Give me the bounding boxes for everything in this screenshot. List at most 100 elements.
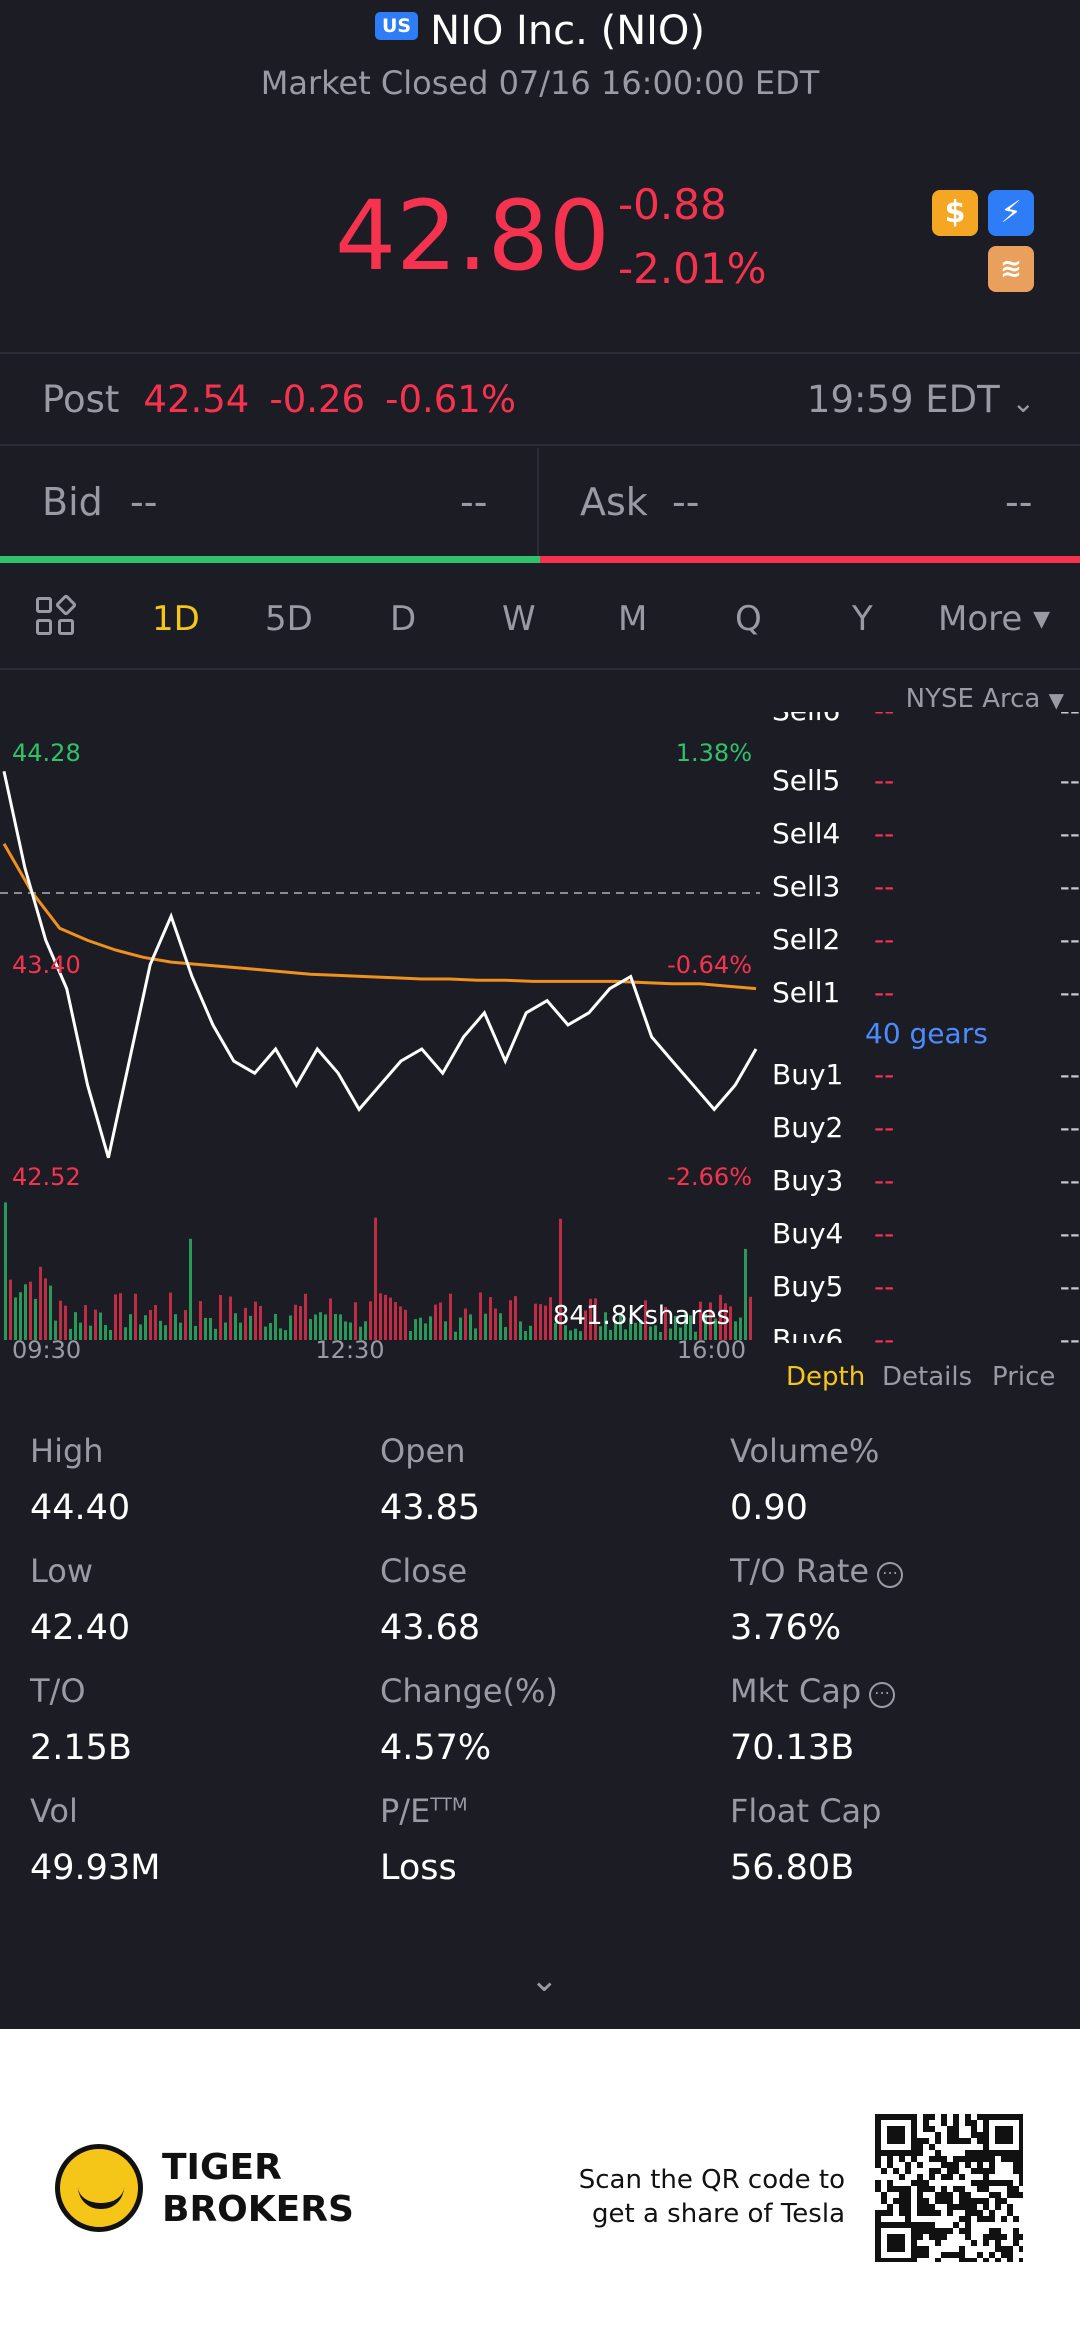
qr-module [875, 2186, 881, 2192]
qr-module [935, 2168, 941, 2174]
tab-w[interactable]: W [502, 599, 536, 639]
info-icon[interactable]: ⋯ [877, 1562, 904, 1588]
qr-module [1007, 2156, 1013, 2162]
qr-module [923, 2204, 929, 2210]
qr-module [935, 2258, 941, 2262]
qr-module [887, 2204, 893, 2210]
stat-label: Mkt Cap [730, 1672, 862, 1710]
stat-value: 2.15B [30, 1728, 132, 1768]
volume-bar [164, 1325, 167, 1340]
grid-icon[interactable] [36, 593, 78, 637]
depth-price: -- [874, 712, 894, 727]
qr-module [959, 2228, 965, 2234]
qr-module [971, 2126, 977, 2132]
qr-module [899, 2150, 905, 2156]
post-price: 42.54 [143, 378, 250, 421]
qr-module [881, 2168, 887, 2174]
qr-module [941, 2198, 947, 2204]
post-time-dropdown[interactable]: 19:59 EDT ⌄ [807, 378, 1035, 421]
qr-module [1007, 2180, 1013, 2186]
qr-module [899, 2156, 905, 2162]
promo-line2: get a share of Tesla [592, 2199, 845, 2229]
depth-row: Buy1 -- -- [772, 1058, 1080, 1108]
stack-icon[interactable]: ≋ [988, 246, 1034, 292]
qr-module [899, 2240, 905, 2246]
qr-module [923, 2120, 929, 2126]
dollar-icon[interactable]: $ [932, 190, 978, 236]
volume-bar [89, 1325, 92, 1340]
volume-bar [674, 1315, 677, 1340]
volume-bar [384, 1294, 387, 1340]
tab-more[interactable]: More ▼ [938, 599, 1050, 639]
qr-module [893, 2126, 899, 2132]
volume-bar [524, 1331, 527, 1340]
volume-bar [444, 1321, 447, 1340]
qr-module [911, 2180, 917, 2186]
tab-d[interactable]: D [390, 599, 417, 639]
volume-bar [509, 1300, 512, 1340]
depth-label: Buy6 [772, 1323, 844, 1343]
qr-module [923, 2138, 929, 2144]
qr-module [947, 2168, 953, 2174]
volume-bar [484, 1313, 487, 1340]
exchange-selector[interactable]: NYSE Arca ▼ [906, 684, 1064, 714]
volume-bar [169, 1292, 172, 1340]
tab-m[interactable]: M [618, 599, 648, 639]
volume-bar [239, 1322, 242, 1340]
gears-label[interactable]: 40 gears [865, 1017, 988, 1050]
qr-module [881, 2198, 887, 2204]
qr-module [1019, 2234, 1023, 2240]
depth-price: -- [874, 1270, 895, 1303]
depth-size: -- [1059, 923, 1080, 956]
quote-header: US NIO Inc. (NIO) Market Closed 07/16 16:… [0, 0, 1080, 350]
tab-q[interactable]: Q [735, 599, 762, 639]
depth-label: Sell5 [772, 764, 841, 797]
volume-bar [599, 1326, 602, 1340]
qr-module [959, 2174, 965, 2180]
lightning-icon[interactable]: ⚡ [988, 190, 1034, 236]
promo-footer: TIGER BROKERS Scan the QR code to get a sh… [0, 2029, 1080, 2345]
tab-1d[interactable]: 1D [152, 599, 200, 639]
qr-module [1007, 2210, 1013, 2216]
price-line [2, 770, 758, 1159]
volume-bar [339, 1314, 342, 1340]
qr-module [953, 2186, 959, 2192]
qr-module [923, 2252, 929, 2258]
expand-chevron-icon[interactable]: ⌄ [530, 1960, 559, 2000]
qr-module [959, 2138, 965, 2144]
stat-open: Open 43.85 [380, 1432, 710, 1528]
depth-price: -- [874, 1164, 895, 1197]
details-tab[interactable]: Details [882, 1362, 973, 1392]
qr-module [911, 2114, 917, 2120]
depth-row: Sell2 -- -- [772, 923, 1080, 973]
qr-module [965, 2198, 971, 2204]
qr-module [983, 2138, 989, 2144]
volume-bar [54, 1320, 57, 1340]
qr-module [965, 2204, 971, 2210]
volume-bar [569, 1330, 572, 1340]
qr-module [875, 2216, 881, 2222]
intraday-chart[interactable]: 44.28 43.40 42.52 1.38% -0.64% -2.66% 84… [0, 672, 760, 1364]
qr-module [965, 2156, 971, 2162]
volume-bar [429, 1316, 432, 1340]
qr-module [929, 2222, 935, 2228]
qr-module [953, 2114, 959, 2120]
qr-module [917, 2252, 923, 2258]
volume-bar [649, 1326, 652, 1340]
volume-bar [584, 1310, 587, 1340]
qr-module [971, 2150, 977, 2156]
qr-module [929, 2234, 935, 2240]
price-tab[interactable]: Price [992, 1362, 1056, 1392]
qr-code[interactable] [875, 2114, 1023, 2262]
volume-bar [99, 1312, 102, 1340]
depth-tab[interactable]: Depth [786, 1362, 866, 1392]
qr-module [881, 2150, 887, 2156]
tab-5d[interactable]: 5D [265, 599, 313, 639]
tab-y[interactable]: Y [852, 599, 873, 639]
info-icon[interactable]: ⋯ [869, 1682, 896, 1708]
qr-module [875, 2240, 881, 2246]
volume-bar [364, 1321, 367, 1340]
qr-module [995, 2246, 1001, 2252]
qr-module [1019, 2138, 1023, 2144]
qr-module [899, 2138, 905, 2144]
